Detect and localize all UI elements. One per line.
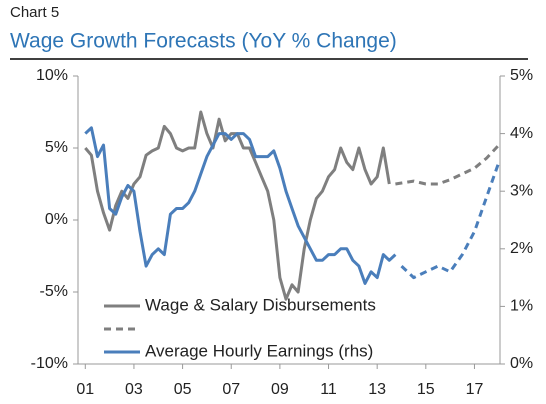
x-tick-label: 13 [368, 381, 386, 398]
y2-tick-label: 3% [510, 182, 533, 199]
chart-kicker: Chart 5 [10, 4, 59, 21]
x-tick-label: 03 [125, 381, 143, 398]
y-tick-label: 10% [36, 67, 68, 84]
series-line [395, 144, 500, 186]
series-line [84, 110, 391, 301]
x-tick-label: 15 [417, 381, 435, 398]
x-tick-label: 05 [174, 381, 192, 398]
y2-tick-label: 1% [510, 298, 533, 315]
series-line [400, 161, 501, 280]
legend-label: Wage & Salary Disbursements [145, 295, 376, 314]
x-tick-label: 01 [76, 381, 94, 398]
y2-tick-label: 2% [510, 240, 533, 257]
x-tick-label: 11 [320, 381, 337, 398]
x-tick-label: 07 [222, 381, 240, 398]
y-tick-label: -10% [31, 355, 68, 372]
x-tick-label: 17 [466, 381, 484, 398]
x-tick-label: 09 [271, 381, 289, 398]
y-tick-label: -5% [40, 283, 68, 300]
legend-label: Average Hourly Earnings (rhs) [145, 341, 373, 360]
y-tick-label: 5% [45, 139, 68, 156]
series-line [84, 126, 397, 285]
chart-title: Wage Growth Forecasts (YoY % Change) [10, 30, 397, 53]
y2-tick-label: 5% [510, 67, 533, 84]
y2-tick-label: 0% [510, 355, 533, 372]
y-tick-label: 0% [45, 211, 68, 228]
y2-tick-label: 4% [510, 125, 533, 142]
